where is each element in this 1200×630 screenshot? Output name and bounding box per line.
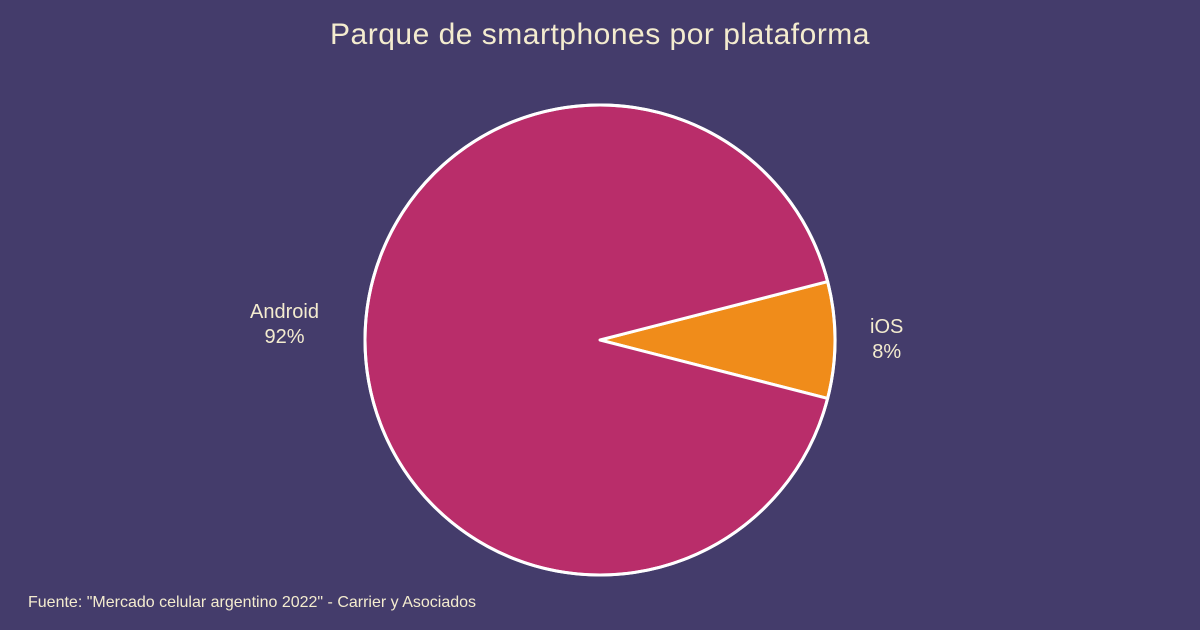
slice-pct: 92% bbox=[250, 325, 319, 350]
chart-stage: Parque de smartphones por plataforma iOS… bbox=[0, 0, 1200, 630]
slice-name: iOS bbox=[870, 315, 903, 340]
chart-footer: Fuente: "Mercado celular argentino 2022"… bbox=[28, 594, 476, 612]
slice-label-ios: iOS 8% bbox=[870, 315, 903, 365]
pie-chart bbox=[360, 100, 840, 580]
slice-pct: 8% bbox=[870, 340, 903, 365]
slice-name: Android bbox=[250, 300, 319, 325]
chart-title: Parque de smartphones por plataforma bbox=[0, 18, 1200, 52]
slice-label-android: Android 92% bbox=[250, 300, 319, 350]
